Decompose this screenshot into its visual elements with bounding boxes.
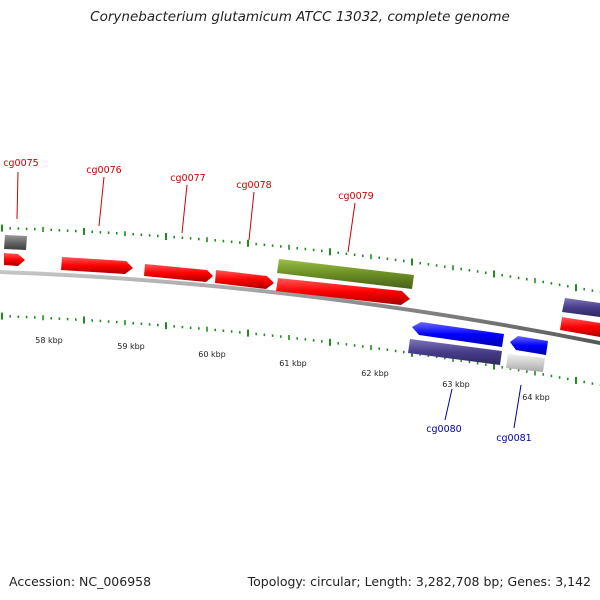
gene-feature-cg0081-light xyxy=(506,354,545,372)
reverse-strand-features xyxy=(408,322,548,372)
gene-label-cg0078: cg0078 xyxy=(236,180,271,191)
label-leader-lines xyxy=(16,171,522,429)
gene-label-cg0077: cg0077 xyxy=(170,173,205,184)
genome-stats-text: Topology: circular; Length: 3,282,708 bp… xyxy=(247,574,591,589)
gene-arrow-cg0078 xyxy=(215,270,274,289)
gene-feature-right-slate xyxy=(562,298,600,317)
gene-label-cg0081: cg0081 xyxy=(496,433,531,444)
scale-label-58kbp: 58 kbp xyxy=(35,336,63,345)
gene-arrow-right-red xyxy=(560,317,600,337)
scale-label-61kbp: 61 kbp xyxy=(279,359,307,368)
gene-feature-cg0080-slate xyxy=(408,339,502,365)
scale-label-59kbp: 59 kbp xyxy=(117,342,145,351)
gene-label-cg0079: cg0079 xyxy=(338,191,373,202)
inner-tick-marks xyxy=(1,312,600,387)
gene-arrow-cg0077 xyxy=(144,264,213,282)
accession-text: Accession: NC_006958 xyxy=(9,574,152,589)
forward-strand-features xyxy=(4,235,600,337)
scale-label-60kbp: 60 kbp xyxy=(198,350,226,359)
gene-label-cg0076: cg0076 xyxy=(86,165,121,176)
scale-label-62kbp: 62 kbp xyxy=(361,369,389,378)
gene-arrow-cg0076 xyxy=(61,257,133,274)
scale-labels: 58 kbp 59 kbp 60 kbp 61 kbp 62 kbp 63 kb… xyxy=(35,336,550,402)
gene-label-cg0080: cg0080 xyxy=(426,424,461,435)
outer-tick-marks xyxy=(1,224,600,294)
map-title: Corynebacterium glutamicum ATCC 13032, c… xyxy=(90,9,510,25)
gene-label-cg0075: cg0075 xyxy=(3,158,38,169)
gene-labels: cg0075 cg0076 cg0077 cg0078 cg0079 cg008… xyxy=(3,158,531,444)
scale-label-63kbp: 63 kbp xyxy=(442,380,470,389)
gene-arrow-cg0075 xyxy=(4,253,25,266)
gene-region-cg0079 xyxy=(277,259,414,289)
gene-arrow-cg0079 xyxy=(276,278,410,305)
gene-feature-grey xyxy=(4,235,27,250)
gene-arrow-cg0081 xyxy=(510,336,548,355)
scale-label-64kbp: 64 kbp xyxy=(522,393,550,402)
gene-arrow-cg0080 xyxy=(412,322,504,347)
